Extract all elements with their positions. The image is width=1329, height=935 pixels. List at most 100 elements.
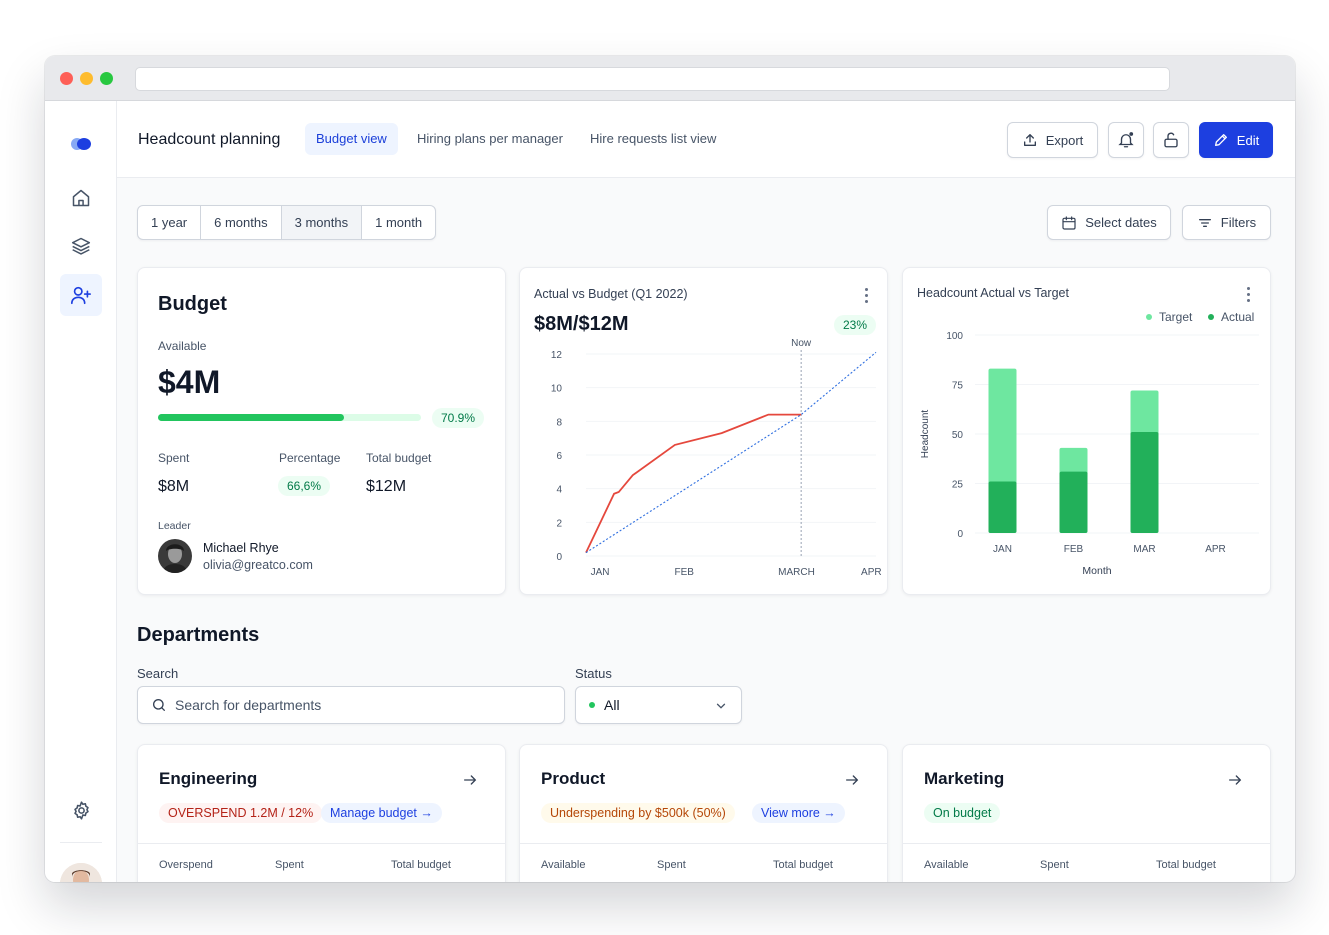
budget-series-line (585, 351, 877, 554)
y-tick-label: 10 (551, 384, 563, 395)
more-vertical-icon[interactable] (1247, 287, 1251, 305)
actual-vs-budget-chart: 0 2 4 6 8 10 12 JAN FEB MARCH APR Now (551, 338, 882, 578)
range-3-months[interactable]: 3 months (281, 206, 363, 239)
top-header: Headcount planning Budget view Hiring pl… (117, 101, 1295, 178)
maximize-window-dot[interactable] (100, 72, 113, 85)
calendar-icon (1062, 215, 1076, 230)
range-1-month[interactable]: 1 month (375, 215, 423, 230)
budget-card: Budget Available $4M 70.9% Spent $8M Per… (137, 267, 506, 595)
edit-button[interactable]: Edit (1199, 122, 1273, 158)
lock-button[interactable] (1153, 122, 1189, 158)
x-tick-label: FEB (674, 567, 694, 578)
more-vertical-icon[interactable] (865, 288, 869, 306)
x-tick-label: MARCH (778, 567, 815, 578)
close-window-dot[interactable] (60, 72, 73, 85)
column-header: Spent (275, 859, 304, 871)
tab-budget-view[interactable]: Budget view (305, 123, 398, 155)
department-card-engineering[interactable]: Engineering OVERSPEND 1.2M / 12% Manage … (137, 744, 506, 882)
actual-bar (988, 481, 1017, 533)
actual-vs-budget-badge: 23% (834, 315, 877, 335)
actual-vs-budget-card: Actual vs Budget (Q1 2022) $8M/$12M 23% … (519, 267, 888, 595)
spent-label: Spent (158, 451, 190, 465)
filters-button[interactable]: Filters (1182, 205, 1271, 240)
status-value: All (604, 697, 620, 713)
x-tick-label: MAR (1133, 544, 1155, 555)
sidebar-item-home[interactable] (60, 177, 102, 219)
app-window: Headcount planning Budget view Hiring pl… (45, 56, 1295, 882)
tab-hiring-plans[interactable]: Hiring plans per manager (417, 131, 563, 146)
select-dates-button[interactable]: Select dates (1047, 205, 1171, 240)
gear-icon (73, 800, 89, 820)
arrow-right-icon[interactable] (462, 772, 478, 788)
chevron-down-icon (716, 703, 726, 709)
status-select[interactable]: All (575, 686, 742, 724)
avatar[interactable] (60, 863, 102, 882)
spent-value: $8M (158, 478, 190, 495)
percentage-badge: 66,6% (278, 476, 331, 496)
budget-progress-fill (158, 414, 345, 421)
y-tick-label: 4 (556, 485, 562, 496)
view-more-link[interactable]: View more → (752, 803, 845, 823)
headcount-title: Headcount Actual vs Target (917, 286, 1069, 300)
upload-icon (1023, 134, 1036, 146)
leader-avatar (158, 539, 192, 573)
total-budget-value: $12M (366, 478, 407, 495)
department-card-product[interactable]: Product Underspending by $500k (50%) Vie… (519, 744, 888, 882)
legend-actual-swatch (1208, 314, 1214, 320)
card-divider (903, 843, 1270, 844)
column-header: Overspend (159, 859, 213, 871)
minimize-window-dot[interactable] (80, 72, 93, 85)
filter-lines-icon (1198, 218, 1211, 227)
address-bar[interactable] (135, 67, 1170, 91)
y-tick-label: 25 (952, 480, 964, 491)
sidebar-item-layers[interactable] (60, 225, 102, 267)
x-tick-label: FEB (1064, 544, 1084, 555)
column-header: Available (541, 859, 586, 871)
leader-email[interactable]: olivia@greatco.com (203, 558, 313, 572)
y-tick-label: 6 (556, 451, 562, 462)
y-tick-label: 75 (952, 381, 964, 392)
browser-titlebar (45, 56, 1295, 101)
manage-budget-link[interactable]: Manage budget → (321, 803, 442, 823)
sidebar-divider (60, 842, 102, 843)
actual-bar (1059, 471, 1088, 533)
tab-hire-requests[interactable]: Hire requests list view (590, 131, 717, 146)
logo-icon (70, 137, 92, 155)
range-1-year[interactable]: 1 year (138, 206, 202, 239)
page-title: Headcount planning (138, 131, 281, 148)
time-range-selector: 1 year 6 months 3 months 1 month (137, 205, 437, 240)
column-header: Available (924, 859, 969, 871)
search-placeholder: Search for departments (175, 697, 322, 713)
status-label: Status (575, 666, 612, 681)
headcount-card: Headcount Actual vs Target 0 25 50 75 100 JAN… (902, 267, 1271, 595)
y-tick-label: 2 (556, 518, 562, 529)
home-icon (72, 189, 90, 207)
legend-target-label: Target (1159, 310, 1193, 324)
column-header: Total budget (773, 859, 833, 871)
sidebar-item-headcount[interactable] (60, 274, 102, 316)
select-dates-label: Select dates (1085, 215, 1157, 230)
x-tick-label: JAN (591, 567, 610, 578)
y-tick-label: 8 (556, 417, 562, 428)
status-dot (589, 702, 595, 708)
y-axis-label: Headcount (920, 410, 931, 459)
filters-label: Filters (1220, 215, 1257, 230)
available-label: Available (158, 339, 207, 353)
sidebar-item-settings[interactable] (60, 789, 102, 831)
range-6-months[interactable]: 6 months (201, 206, 282, 239)
department-name: Marketing (924, 769, 1005, 788)
edit-label: Edit (1236, 132, 1260, 148)
arrow-right-icon[interactable] (844, 772, 860, 788)
leader-name: Michael Rhye (203, 541, 279, 555)
export-button[interactable]: Export (1007, 122, 1098, 158)
y-tick-label: 100 (946, 331, 963, 342)
search-label: Search (137, 666, 179, 681)
y-tick-label: 12 (551, 350, 563, 361)
department-card-marketing[interactable]: Marketing On budget Available Spent Tota… (902, 744, 1271, 882)
actual-vs-budget-title: Actual vs Budget (Q1 2022) (534, 287, 688, 301)
notifications-button[interactable] (1108, 122, 1144, 158)
available-value: $4M (158, 364, 221, 400)
arrow-right-icon[interactable] (1227, 772, 1243, 788)
search-input[interactable]: Search for departments (137, 686, 565, 724)
search-icon (153, 699, 165, 711)
